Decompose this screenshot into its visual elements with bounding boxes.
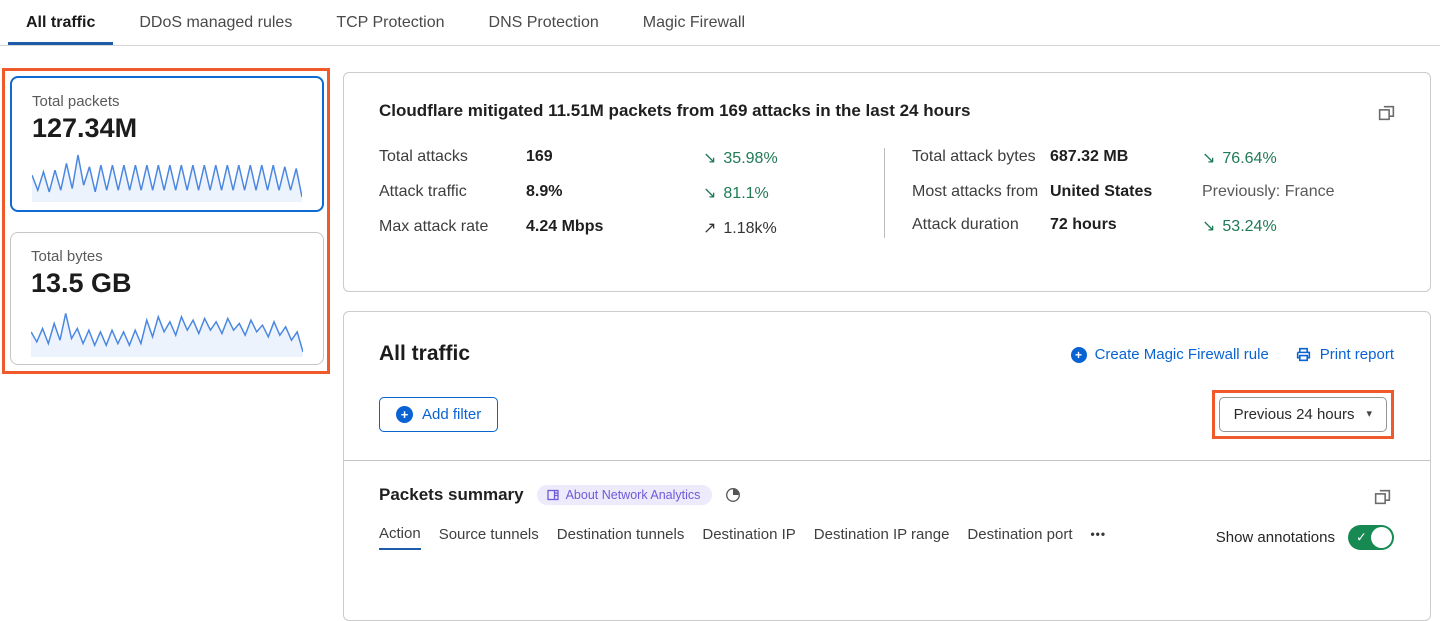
stat-value: United States [1050,183,1153,200]
total-packets-sparkline [32,154,302,202]
chevron-down-icon: ▾ [1366,408,1372,420]
stat-value: 72 hours [1050,216,1117,233]
subtab-destination-ip-range[interactable]: Destination IP range [813,526,950,543]
annotation-highlight-time-range: Previous 24 hours ▾ [1211,390,1394,439]
total-bytes-sparkline [31,313,303,357]
time-range-label: Previous 24 hours [1233,406,1355,423]
trend-text: 81.1% [723,185,769,202]
stat-value: 687.32 MB [1050,148,1129,165]
add-filter-label: Add filter [422,406,482,423]
print-report-label: Print report [1319,346,1394,363]
tab-magic-firewall[interactable]: Magic Firewall [642,13,746,31]
trend-text: 76.64% [1222,150,1277,167]
all-traffic-title: All traffic [379,342,471,365]
create-rule-label: Create Magic Firewall rule [1094,346,1269,363]
attack-stats-right: Total attack bytes 687.32 MB ↘ 76.64% Mos… [884,148,1398,238]
trend-down-icon: ↘ [1202,218,1216,235]
book-icon [546,489,559,501]
stat-trend: ↘ 76.64% [1202,148,1398,168]
printer-icon [1296,347,1310,362]
subtab-destination-ip[interactable]: Destination IP [702,526,796,543]
copy-summary-button[interactable] [1375,101,1398,124]
copy-icon [1378,105,1395,121]
subtab-destination-tunnels[interactable]: Destination tunnels [556,526,685,543]
trend-up-icon: ↗ [703,220,717,237]
stat-value: 8.9% [526,183,563,200]
stat-value: 4.24 Mbps [526,218,604,235]
copy-icon [1374,489,1391,505]
packets-summary-tabs: Action Source tunnels Destination tunnel… [379,525,1106,550]
tab-ddos-managed-rules[interactable]: DDoS managed rules [139,13,293,31]
copy-packets-summary-button[interactable] [1371,485,1394,508]
time-range-dropdown[interactable]: Previous 24 hours ▾ [1218,397,1387,432]
subtab-action[interactable]: Action [379,525,421,550]
stat-label: Total attacks [379,148,468,165]
toggle-knob [1371,527,1392,548]
show-annotations-toggle[interactable]: ✓ [1348,525,1394,550]
subtab-destination-port[interactable]: Destination port [967,526,1073,543]
stat-label: Total attack bytes [912,148,1036,165]
total-packets-card[interactable]: Total packets 127.34M [10,76,324,212]
trend-text: 35.98% [723,150,778,167]
stat-trend: ↘ 81.1% [703,183,884,203]
plus-icon: + [1070,346,1087,363]
stat-label: Attack traffic [379,183,467,200]
stat-trend: ↘ 35.98% [703,148,884,168]
stat-label: Max attack rate [379,218,489,235]
stat-trend: Previously: France [1202,183,1398,201]
trend-down-icon: ↘ [703,185,717,202]
stat-trend: ↘ 53.24% [1202,216,1398,236]
show-annotations-label: Show annotations [1215,529,1335,546]
packets-summary-title: Packets summary [379,485,524,504]
attack-summary-panel: Cloudflare mitigated 11.51M packets from… [343,72,1431,292]
trend-text: Previously: France [1202,183,1335,200]
annotation-highlight-metric-cards [2,68,330,374]
attack-stats: Total attacks 169 ↘ 35.98% Attack traffic… [379,148,1398,238]
stat-trend: ↗ 1.18k% [703,218,884,238]
total-packets-label: Total packets [32,93,120,110]
total-bytes-label: Total bytes [31,248,103,265]
tab-dns-protection[interactable]: DNS Protection [488,13,599,31]
create-magic-firewall-rule-link[interactable]: + Create Magic Firewall rule [1070,346,1269,363]
attack-summary-title: Cloudflare mitigated 11.51M packets from… [379,101,971,120]
badge-label: About Network Analytics [565,488,701,502]
trend-down-icon: ↘ [1202,150,1216,167]
all-traffic-panel: All traffic + Create Magic Firewall rule… [343,311,1431,621]
top-tab-bar: All traffic DDoS managed rules TCP Prote… [0,0,1440,46]
about-network-analytics-badge[interactable]: About Network Analytics [536,485,713,505]
print-report-link[interactable]: Print report [1295,346,1394,363]
total-bytes-value: 13.5 GB [31,268,132,298]
plus-icon: + [396,406,413,423]
check-icon: ✓ [1356,529,1367,545]
attack-stats-left: Total attacks 169 ↘ 35.98% Attack traffic… [379,148,884,238]
trend-text: 53.24% [1222,218,1277,235]
stat-label: Attack duration [912,216,1019,233]
tab-all-traffic[interactable]: All traffic [7,0,114,45]
add-filter-button[interactable]: + Add filter [379,397,499,432]
more-tabs-icon[interactable]: ••• [1090,526,1107,541]
total-bytes-card[interactable]: Total bytes 13.5 GB [10,232,324,365]
history-icon[interactable] [725,487,741,503]
trend-down-icon: ↘ [703,150,717,167]
stat-value: 169 [526,148,553,165]
subtab-source-tunnels[interactable]: Source tunnels [438,526,539,543]
trend-text: 1.18k% [723,220,777,237]
tab-tcp-protection[interactable]: TCP Protection [336,13,445,31]
section-divider [344,460,1430,461]
stat-label: Most attacks from [912,183,1039,200]
total-packets-value: 127.34M [32,113,138,143]
